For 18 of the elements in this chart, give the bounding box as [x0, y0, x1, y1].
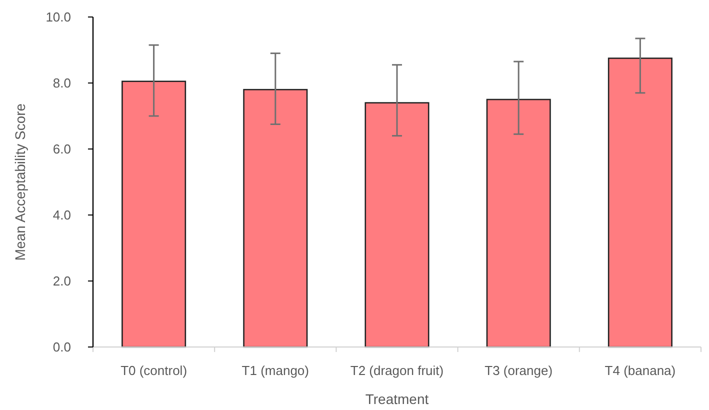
- x-tick-label: T0 (control): [120, 363, 188, 378]
- y-tick-label: 2.0: [52, 274, 71, 289]
- y-tick-label: 8.0: [52, 76, 71, 91]
- x-tick-label: T4 (banana): [604, 363, 676, 378]
- x-tick-label: T1 (mango): [242, 363, 309, 378]
- y-tick-label: 6.0: [52, 142, 71, 157]
- y-tick-label: 4.0: [52, 208, 71, 223]
- x-axis-title: Treatment: [365, 391, 429, 407]
- bar: [608, 58, 672, 348]
- x-tick-label: T2 (dragon fruit): [350, 363, 444, 378]
- x-tick-label: T3 (orange): [484, 363, 553, 378]
- y-tick-label: 0.0: [52, 340, 71, 355]
- bar: [243, 88, 308, 348]
- y-tick-label: 10.0: [46, 10, 71, 25]
- bar: [364, 102, 430, 348]
- bar: [486, 98, 551, 348]
- y-axis-title: Mean Acceptability Score: [12, 103, 28, 261]
- bar: [122, 80, 186, 348]
